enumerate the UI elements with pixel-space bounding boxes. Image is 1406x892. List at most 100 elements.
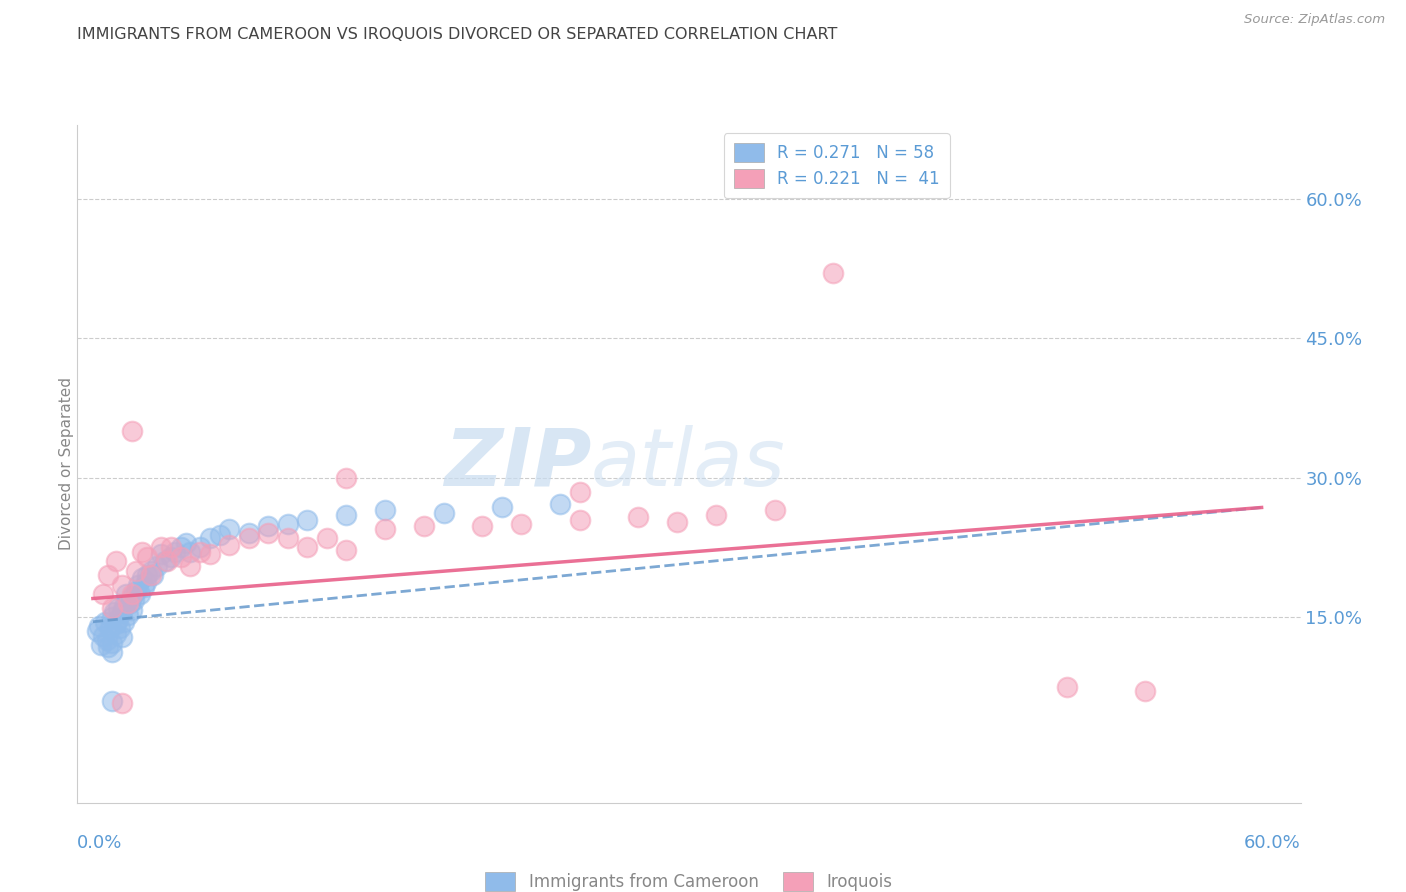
Point — [97, 640, 120, 654]
Point — [823, 267, 845, 281]
Point — [141, 568, 163, 582]
Point — [100, 621, 122, 635]
Point — [335, 543, 357, 558]
Point — [91, 587, 114, 601]
Point — [132, 580, 155, 594]
Point — [150, 541, 173, 555]
Point — [277, 517, 299, 532]
Point — [111, 606, 134, 620]
Point — [763, 503, 786, 517]
Point — [1133, 684, 1156, 698]
Point — [257, 526, 280, 541]
Point — [128, 587, 150, 601]
Point — [374, 503, 396, 517]
Y-axis label: Divorced or Separated: Divorced or Separated — [59, 377, 73, 550]
Point — [198, 547, 221, 561]
Point — [238, 526, 260, 541]
Point — [1056, 680, 1078, 694]
Point — [188, 541, 211, 555]
Text: Source: ZipAtlas.com: Source: ZipAtlas.com — [1244, 13, 1385, 27]
Point — [115, 587, 138, 601]
Point — [146, 559, 169, 574]
Point — [179, 545, 201, 559]
Point — [136, 568, 159, 582]
Point — [125, 584, 148, 599]
Text: IMMIGRANTS FROM CAMEROON VS IROQUOIS DIVORCED OR SEPARATED CORRELATION CHART: IMMIGRANTS FROM CAMEROON VS IROQUOIS DIV… — [77, 27, 838, 42]
Point — [107, 612, 129, 626]
Point — [93, 615, 115, 629]
Point — [111, 696, 134, 710]
Point — [117, 608, 139, 623]
Point — [101, 645, 124, 659]
Text: ZIP: ZIP — [444, 425, 591, 503]
Point — [121, 425, 143, 439]
Point — [136, 549, 159, 564]
Point — [131, 571, 153, 585]
Point — [141, 564, 163, 578]
Text: atlas: atlas — [591, 425, 786, 503]
Legend: Immigrants from Cameroon, Iroquois: Immigrants from Cameroon, Iroquois — [477, 863, 901, 892]
Point — [169, 541, 191, 555]
Point — [117, 596, 139, 610]
Point — [471, 519, 494, 533]
Point — [121, 587, 143, 601]
Point — [550, 497, 572, 511]
Point — [107, 600, 129, 615]
Point — [163, 545, 186, 559]
Point — [432, 506, 454, 520]
Point — [277, 531, 299, 545]
Point — [156, 554, 179, 568]
Point — [238, 531, 260, 545]
Point — [101, 693, 124, 707]
Point — [101, 610, 124, 624]
Point — [413, 519, 436, 533]
Point — [105, 554, 128, 568]
Point — [335, 508, 357, 522]
Point — [704, 508, 727, 522]
Text: 0.0%: 0.0% — [77, 834, 122, 852]
Point — [198, 531, 221, 545]
Point — [103, 606, 125, 620]
Point — [257, 519, 280, 533]
Point — [159, 549, 181, 564]
Point — [491, 500, 513, 515]
Point — [666, 516, 689, 530]
Point — [131, 545, 153, 559]
Point — [510, 517, 533, 532]
Text: 60.0%: 60.0% — [1244, 834, 1301, 852]
Point — [568, 484, 591, 499]
Point — [105, 617, 128, 632]
Point — [142, 568, 165, 582]
Point — [86, 624, 108, 638]
Point — [218, 522, 240, 536]
Point — [111, 577, 134, 591]
Point — [127, 577, 149, 591]
Point — [335, 471, 357, 485]
Point — [295, 512, 318, 526]
Point — [179, 559, 201, 574]
Point — [91, 629, 114, 643]
Point — [96, 633, 118, 648]
Point — [218, 538, 240, 552]
Point — [101, 600, 124, 615]
Point — [150, 547, 173, 561]
Point — [134, 574, 156, 589]
Point — [118, 596, 141, 610]
Point — [208, 528, 231, 542]
Point — [374, 522, 396, 536]
Point — [97, 568, 120, 582]
Point — [568, 512, 591, 526]
Point — [176, 535, 198, 549]
Point — [101, 636, 124, 650]
Point — [153, 554, 176, 568]
Point — [315, 531, 337, 545]
Point — [87, 619, 110, 633]
Point — [90, 638, 112, 652]
Point — [125, 564, 148, 578]
Point — [627, 509, 650, 524]
Point — [188, 545, 211, 559]
Point — [122, 593, 145, 607]
Point — [169, 549, 191, 564]
Point — [105, 627, 128, 641]
Point — [295, 541, 318, 555]
